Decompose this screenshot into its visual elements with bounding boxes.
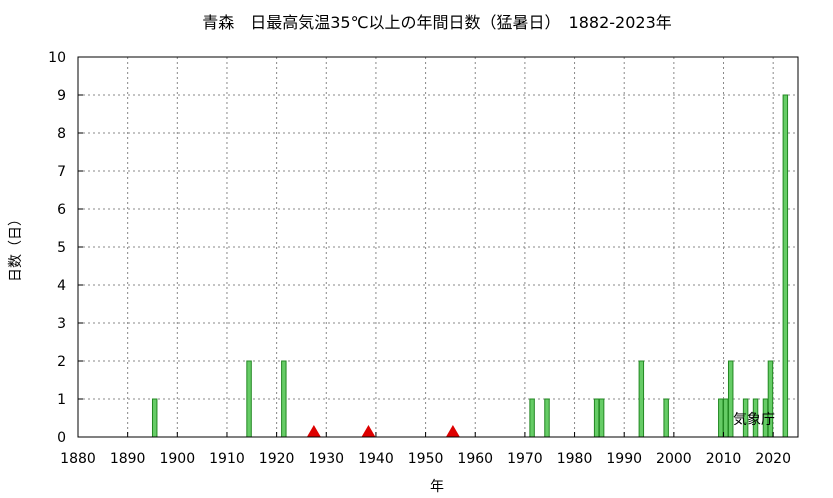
- x-tick-label: 1950: [408, 451, 444, 467]
- y-tick-label: 4: [57, 278, 66, 294]
- bar: [529, 398, 535, 438]
- bar: [246, 360, 252, 438]
- y-tick-label: 2: [57, 354, 66, 370]
- x-axis-label: 年: [430, 479, 444, 495]
- x-tick-label: 1970: [507, 451, 543, 467]
- y-tick-labels: 0 1 2 3 4 5 6 7 8 9 10: [48, 50, 83, 446]
- bar: [718, 398, 724, 438]
- y-tick-label: 8: [57, 126, 66, 142]
- bar: [593, 398, 600, 438]
- missing-data-marker: [361, 425, 376, 437]
- bar: [151, 398, 158, 438]
- x-tick-label: 1880: [60, 451, 96, 467]
- missing-data-markers: [306, 425, 460, 437]
- x-tick-label: 1980: [557, 451, 593, 467]
- bar: [638, 360, 645, 438]
- x-tick-label: 1910: [209, 451, 245, 467]
- x-tick-label: 1960: [457, 451, 493, 467]
- y-tick-label: 9: [57, 88, 66, 104]
- y-tick-label: 5: [57, 240, 66, 256]
- y-tick-label: 7: [57, 164, 66, 180]
- bars: [151, 94, 789, 438]
- x-tick-label: 1920: [259, 451, 295, 467]
- y-tick-label: 0: [57, 430, 66, 446]
- bar: [544, 398, 550, 438]
- y-tick-label: 3: [57, 316, 66, 332]
- x-tick-label: 2000: [656, 451, 692, 467]
- missing-data-marker: [445, 425, 460, 437]
- x-tick-label: 1890: [110, 451, 146, 467]
- bar: [723, 398, 729, 438]
- bar: [598, 398, 605, 438]
- y-tick-label: 1: [57, 392, 66, 408]
- x-tick-label: 2020: [755, 451, 791, 467]
- x-tick-label: 1940: [358, 451, 394, 467]
- y-tick-label: 6: [57, 202, 66, 218]
- x-tick-label: 1990: [606, 451, 642, 467]
- bar: [663, 398, 669, 438]
- bar: [281, 360, 287, 438]
- chart-title: 青森 日最高気温35℃以上の年間日数（猛暑日） 1882-2023年: [202, 13, 672, 32]
- x-tick-label: 1930: [308, 451, 344, 467]
- credit-label: 気象庁: [733, 412, 775, 428]
- x-tick-label: 2010: [706, 451, 742, 467]
- bar: [782, 94, 789, 438]
- x-tick-labels: 1880 1890 1900 1910 1920 1930 1940 1950 1960 1970…: [60, 432, 791, 467]
- y-axis-label: 日数（日）: [8, 212, 24, 282]
- missing-data-marker: [306, 425, 321, 437]
- grid-lines: [78, 57, 798, 437]
- x-tick-label: 1900: [159, 451, 195, 467]
- y-tick-label: 10: [48, 50, 66, 66]
